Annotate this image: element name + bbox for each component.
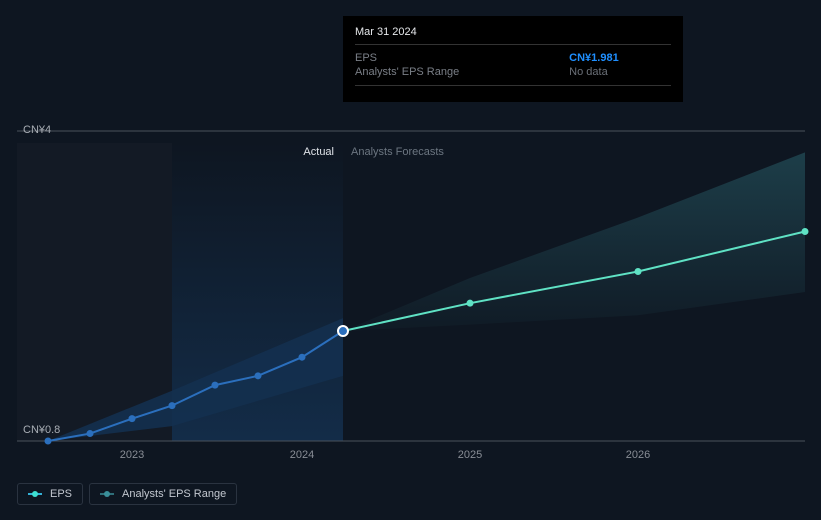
tooltip-label: EPS bbox=[355, 51, 569, 65]
tooltip-value: No data bbox=[569, 65, 671, 79]
legend-item[interactable]: Analysts' EPS Range bbox=[89, 483, 237, 505]
tooltip-divider bbox=[355, 85, 671, 86]
y-axis-label: CN¥0.8 bbox=[23, 424, 60, 436]
legend-label: EPS bbox=[50, 488, 72, 500]
legend-item[interactable]: EPS bbox=[17, 483, 83, 505]
x-axis-label: 2025 bbox=[458, 449, 482, 461]
tooltip-date: Mar 31 2024 bbox=[355, 26, 671, 38]
tooltip-row-range: Analysts' EPS Range No data bbox=[355, 65, 671, 79]
tooltip-label: Analysts' EPS Range bbox=[355, 65, 569, 79]
legend-label: Analysts' EPS Range bbox=[122, 488, 226, 500]
x-axis-label: 2024 bbox=[290, 449, 314, 461]
tooltip-value: CN¥1.981 bbox=[569, 51, 671, 65]
region-label-forecast: Analysts Forecasts bbox=[351, 146, 444, 158]
y-axis-label: CN¥4 bbox=[23, 124, 51, 136]
region-label-actual: Actual bbox=[303, 146, 334, 158]
x-axis-label: 2026 bbox=[626, 449, 650, 461]
tooltip-table: EPS CN¥1.981 Analysts' EPS Range No data bbox=[355, 51, 671, 79]
eps-chart: Mar 31 2024 EPS CN¥1.981 Analysts' EPS R… bbox=[0, 0, 821, 520]
legend-marker-icon bbox=[100, 490, 114, 498]
tooltip-divider bbox=[355, 44, 671, 45]
legend-marker-icon bbox=[28, 490, 42, 498]
x-axis-label: 2023 bbox=[120, 449, 144, 461]
tooltip-row-eps: EPS CN¥1.981 bbox=[355, 51, 671, 65]
chart-tooltip: Mar 31 2024 EPS CN¥1.981 Analysts' EPS R… bbox=[343, 16, 683, 102]
chart-legend: EPS Analysts' EPS Range bbox=[17, 483, 237, 505]
